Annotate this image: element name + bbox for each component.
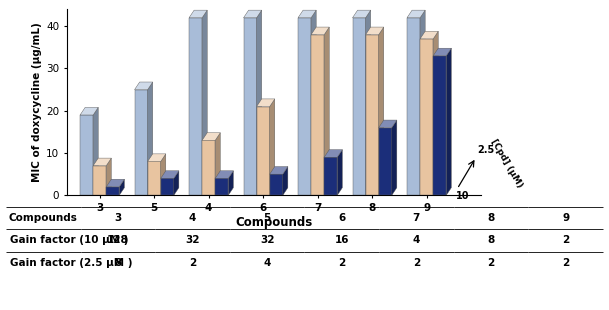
Polygon shape xyxy=(174,171,179,195)
Polygon shape xyxy=(420,31,438,39)
Polygon shape xyxy=(147,82,153,195)
Polygon shape xyxy=(244,18,256,195)
Polygon shape xyxy=(119,179,124,195)
Polygon shape xyxy=(270,166,288,174)
Polygon shape xyxy=(189,18,202,195)
Polygon shape xyxy=(161,154,166,195)
X-axis label: Compounds: Compounds xyxy=(236,216,312,229)
Polygon shape xyxy=(244,10,262,18)
Polygon shape xyxy=(106,179,124,187)
Y-axis label: MIC of doxycycline (μg/mL): MIC of doxycycline (μg/mL) xyxy=(32,22,42,182)
Polygon shape xyxy=(135,82,153,90)
Polygon shape xyxy=(420,10,425,195)
Polygon shape xyxy=(93,107,98,195)
Polygon shape xyxy=(365,35,379,195)
Polygon shape xyxy=(311,35,324,195)
Polygon shape xyxy=(256,10,262,195)
Polygon shape xyxy=(147,154,166,162)
Polygon shape xyxy=(353,18,365,195)
Polygon shape xyxy=(433,31,438,195)
Polygon shape xyxy=(161,171,179,178)
Polygon shape xyxy=(256,107,270,195)
Polygon shape xyxy=(407,18,420,195)
Polygon shape xyxy=(161,178,174,195)
Polygon shape xyxy=(228,171,233,195)
Polygon shape xyxy=(379,27,384,195)
Polygon shape xyxy=(353,10,371,18)
Polygon shape xyxy=(446,48,451,195)
Polygon shape xyxy=(311,27,329,35)
Polygon shape xyxy=(379,120,397,128)
Polygon shape xyxy=(365,27,384,35)
Polygon shape xyxy=(433,48,451,56)
Polygon shape xyxy=(270,99,275,195)
Polygon shape xyxy=(270,174,283,195)
Polygon shape xyxy=(93,166,106,195)
Polygon shape xyxy=(365,10,371,195)
Polygon shape xyxy=(147,162,161,195)
Polygon shape xyxy=(106,158,111,195)
Polygon shape xyxy=(215,133,220,195)
Polygon shape xyxy=(135,90,147,195)
Polygon shape xyxy=(337,150,342,195)
Polygon shape xyxy=(80,107,98,115)
Polygon shape xyxy=(80,115,93,195)
Polygon shape xyxy=(298,10,316,18)
Polygon shape xyxy=(420,39,433,195)
Polygon shape xyxy=(106,187,119,195)
Polygon shape xyxy=(215,178,228,195)
Polygon shape xyxy=(93,158,111,166)
Polygon shape xyxy=(407,10,425,18)
Polygon shape xyxy=(298,18,311,195)
Polygon shape xyxy=(379,128,392,195)
Text: [Cpd] (μM): [Cpd] (μM) xyxy=(489,138,524,189)
Polygon shape xyxy=(433,56,446,195)
Polygon shape xyxy=(202,133,220,140)
Polygon shape xyxy=(324,150,342,157)
Polygon shape xyxy=(311,10,316,195)
Polygon shape xyxy=(392,120,397,195)
Polygon shape xyxy=(202,140,215,195)
Polygon shape xyxy=(324,27,329,195)
Polygon shape xyxy=(256,99,275,107)
Polygon shape xyxy=(324,157,337,195)
Text: 2.5: 2.5 xyxy=(477,145,495,155)
Polygon shape xyxy=(202,10,207,195)
Polygon shape xyxy=(283,166,288,195)
Polygon shape xyxy=(189,10,207,18)
Text: 10: 10 xyxy=(456,191,469,201)
Polygon shape xyxy=(215,171,233,178)
